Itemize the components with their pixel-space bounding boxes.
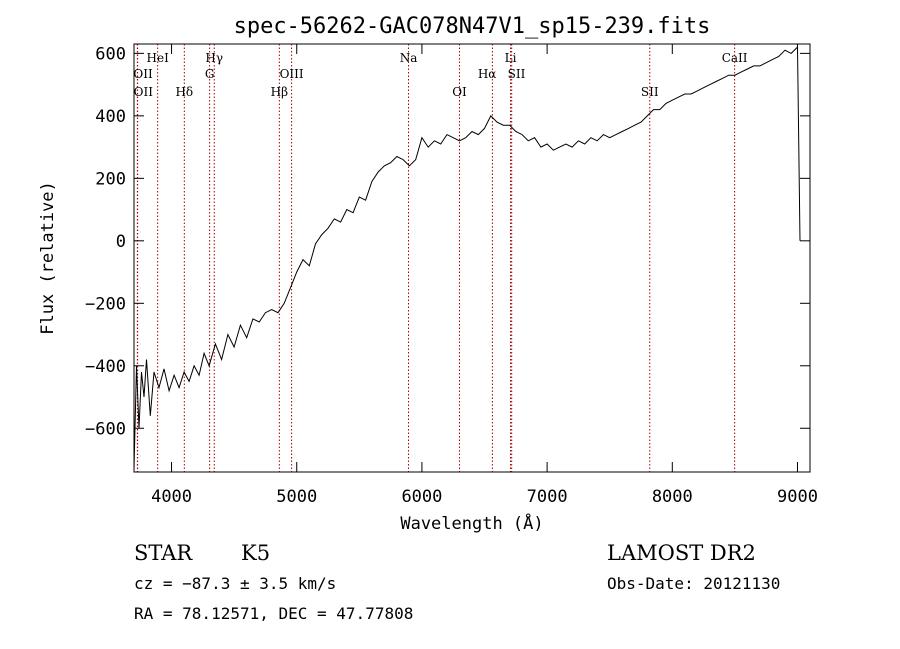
chart-title: spec-56262-GAC078N47V1_sp15-239.fits bbox=[234, 14, 711, 39]
line-labels-group: OII OII HeI Hδ Hγ G Hβ OIII Na OI Hα SII Li SII CaII bbox=[133, 51, 747, 99]
y-tick-label: 600 bbox=[95, 44, 126, 64]
line-label: Li bbox=[505, 51, 517, 65]
x-tick-label: 5000 bbox=[276, 487, 317, 507]
coordinates-readout: RA = 78.12571, DEC = 47.77808 bbox=[134, 604, 413, 623]
y-tick-label: 400 bbox=[95, 107, 126, 127]
line-label: Na bbox=[400, 51, 418, 65]
line-markers-group bbox=[136, 44, 736, 472]
line-label: G bbox=[205, 67, 215, 81]
line-label: Hα bbox=[478, 67, 497, 81]
x-tick-label: 8000 bbox=[652, 487, 693, 507]
line-label: Hβ bbox=[271, 85, 288, 99]
y-tick-label: 200 bbox=[95, 169, 126, 189]
x-axis-title: Wavelength (Å) bbox=[400, 512, 543, 534]
x-tick-label: 4000 bbox=[151, 487, 192, 507]
y-tick-label: 0 bbox=[116, 232, 126, 252]
line-label: CaII bbox=[722, 51, 748, 65]
x-tick-label: 7000 bbox=[527, 487, 568, 507]
y-tick-label: −400 bbox=[85, 357, 126, 377]
object-subclass: K5 bbox=[241, 541, 270, 565]
line-label: SII bbox=[508, 67, 526, 81]
object-class: STAR bbox=[134, 541, 193, 565]
line-label: OII bbox=[134, 85, 154, 99]
x-tick-label: 6000 bbox=[401, 487, 442, 507]
x-axis: 4000 5000 6000 7000 8000 9000 bbox=[151, 44, 818, 507]
y-axis: −600 −400 −200 0 200 400 600 bbox=[85, 44, 810, 439]
y-axis-title: Flux (relative) bbox=[38, 181, 58, 335]
y-tick-label: −600 bbox=[85, 419, 126, 439]
line-label: HeI bbox=[147, 51, 170, 65]
velocity-readout: cz = −87.3 ± 3.5 km/s bbox=[134, 574, 336, 593]
y-tick-label: −200 bbox=[85, 294, 126, 314]
line-label: OII bbox=[133, 67, 153, 81]
x-tick-label: 9000 bbox=[777, 487, 818, 507]
line-label: OIII bbox=[280, 67, 304, 81]
line-label: Hγ bbox=[205, 51, 223, 65]
spectrum-series-line bbox=[133, 45, 801, 469]
obs-date: Obs-Date: 20121130 bbox=[607, 574, 780, 593]
line-label: SII bbox=[641, 85, 659, 99]
survey-name: LAMOST DR2 bbox=[607, 541, 756, 565]
line-label: OI bbox=[452, 85, 467, 99]
plot-frame bbox=[133, 43, 811, 473]
line-label: Hδ bbox=[175, 85, 193, 99]
